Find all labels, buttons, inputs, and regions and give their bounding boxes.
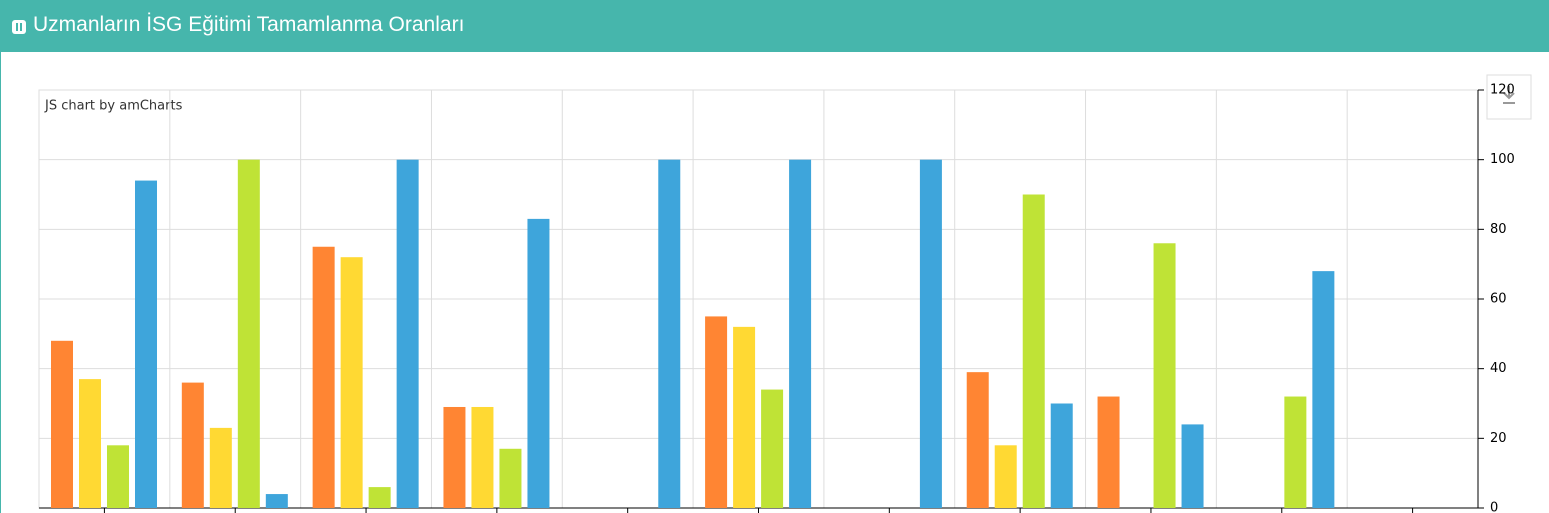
bar [1312,271,1335,508]
bar [443,406,466,508]
panel-border [0,52,1,513]
bar [209,427,232,508]
bar [312,246,335,508]
y-tick-label: 120 [1490,83,1515,98]
bar [733,326,756,508]
y-tick-label: 40 [1490,361,1507,376]
bar [658,159,681,508]
bar [966,372,989,508]
bar [1022,194,1045,508]
bar [51,340,73,508]
bar [1284,396,1307,508]
bar [705,316,728,508]
panel-title: Uzmanların İSG Eğitimi Tamamlanma Oranla… [33,13,465,36]
panel-header: Uzmanların İSG Eğitimi Tamamlanma Oranla… [0,0,1549,52]
bar [107,445,129,508]
y-tick-label: 80 [1490,222,1507,237]
export-icon[interactable] [1503,86,1515,104]
y-tick-label: 100 [1490,152,1515,167]
bar [79,379,101,508]
y-tick-label: 20 [1490,431,1507,446]
bar [396,159,419,508]
bar [181,382,204,508]
bar [789,159,812,508]
bar [237,159,260,508]
bar [265,494,288,508]
bar [1050,403,1073,508]
bar [919,159,942,508]
bar [1181,424,1204,508]
y-tick-label: 0 [1490,501,1498,513]
bar [499,448,522,508]
header-icon [12,20,26,34]
chart-credit[interactable]: JS chart by amCharts [44,99,183,114]
bar [471,406,494,508]
bar [761,389,784,508]
export-button[interactable] [1486,74,1532,120]
bar [994,445,1017,508]
bar [1153,243,1176,508]
bar [527,218,550,508]
y-tick-label: 60 [1490,292,1507,307]
bar [340,257,363,508]
bar [135,180,157,509]
bar [368,487,391,508]
bar [1097,396,1120,508]
